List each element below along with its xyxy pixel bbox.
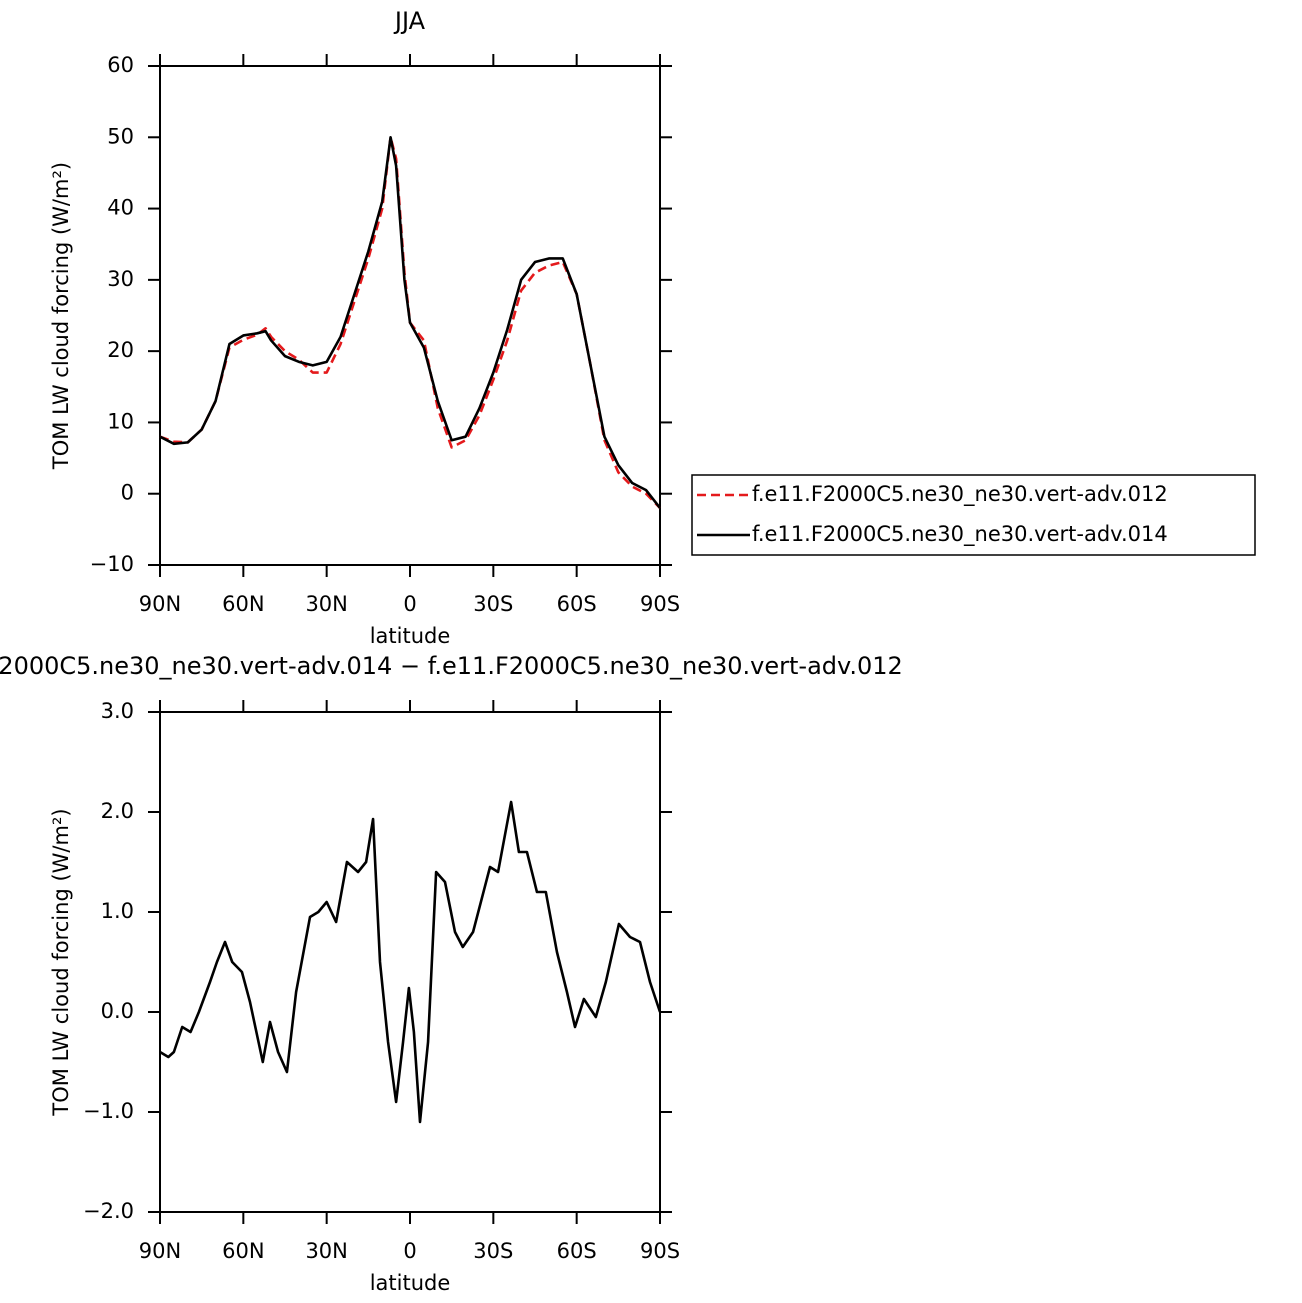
y-tick-label: 60 [107,53,134,77]
x-tick-label: 90N [139,1239,181,1263]
x-tick-label: 60N [222,1239,264,1263]
y-tick-label: 2.0 [101,799,134,823]
legend-label: f.e11.F2000C5.ne30_ne30.vert-adv.014 [752,522,1168,547]
x-tick-label: 60N [222,592,264,616]
x-tick-label: 60S [557,1239,597,1263]
y-tick-label: 40 [107,196,134,220]
y-tick-label: 0 [121,481,134,505]
plot-frame [159,711,661,1213]
y-tick-label: 0.0 [101,999,134,1023]
series-line [159,800,662,1124]
y-tick-label: −1.0 [83,1099,134,1123]
y-tick-label: 1.0 [101,899,134,923]
x-tick-label: 90S [640,1239,680,1263]
x-tick-label: 30N [305,592,347,616]
x-tick-label: 90S [640,592,680,616]
y-tick-label: −10 [90,552,134,576]
x-tick-label: 30N [305,1239,347,1263]
x-tick-label: 0 [403,1239,416,1263]
y-axis-label: TOM LW cloud forcing (W/m²) [49,162,73,470]
y-tick-label: 3.0 [101,699,134,723]
y-axis-label: TOM LW cloud forcing (W/m²) [49,808,73,1116]
x-axis-label: latitude [370,624,451,648]
plot-frame [159,65,661,566]
x-tick-label: 30S [473,592,513,616]
y-tick-label: 50 [107,124,134,148]
legend-box [691,474,1256,556]
x-tick-label: 90N [139,592,181,616]
x-tick-label: 0 [403,592,416,616]
x-axis-label: latitude [370,1271,451,1295]
y-tick-label: 30 [107,267,134,291]
x-tick-label: 30S [473,1239,513,1263]
y-tick-label: −2.0 [83,1199,134,1223]
y-tick-label: 20 [107,338,134,362]
x-tick-label: 60S [557,592,597,616]
chart-title: JJA [393,7,426,35]
y-tick-label: 10 [107,409,134,433]
legend-label: f.e11.F2000C5.ne30_ne30.vert-adv.012 [752,482,1168,507]
series-line [159,135,662,509]
chart-title: f.e11.F2000C5.ne30_ne30.vert-adv.014 − f… [0,652,903,680]
